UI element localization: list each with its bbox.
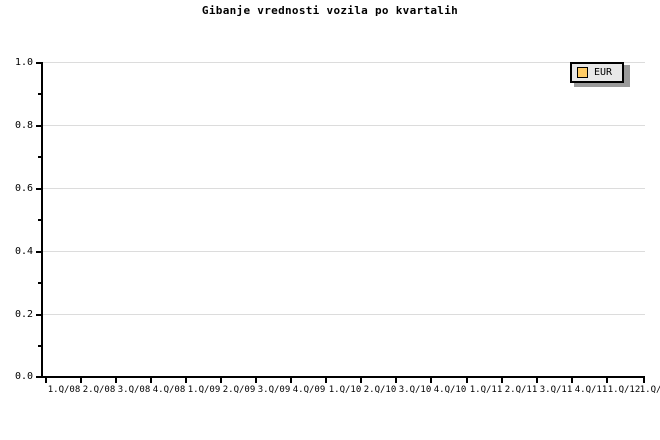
plot-area (41, 62, 645, 377)
gridline (41, 251, 645, 252)
x-axis-tick (220, 377, 222, 383)
y-axis-tick-label: 0.0 (14, 371, 33, 382)
gridline (41, 125, 645, 126)
x-axis-tick-label: 3.Q/10 (398, 385, 432, 395)
y-axis-tick-minor (38, 219, 43, 221)
gridline (41, 314, 645, 315)
x-axis-tick (643, 377, 645, 383)
y-axis-tick-major (36, 125, 43, 127)
x-axis-tick-label: 1.Q/12 (607, 385, 641, 395)
y-axis-tick-minor (38, 282, 43, 284)
x-axis-tick-label: 3.Q/09 (257, 385, 291, 395)
x-axis-tick (501, 377, 503, 383)
x-axis-tick (255, 377, 257, 383)
gridline (41, 62, 645, 63)
x-axis-tick (466, 377, 468, 383)
y-axis-tick-label: 0.6 (14, 183, 33, 194)
x-axis-tick (360, 377, 362, 383)
x-axis-tick (536, 377, 538, 383)
x-axis-tick (185, 377, 187, 383)
x-axis-tick (325, 377, 327, 383)
y-axis-tick-label: 0.8 (14, 120, 33, 131)
legend-swatch-eur (577, 67, 588, 78)
x-axis-tick (150, 377, 152, 383)
x-axis-tick-label: 2.Q/09 (222, 385, 256, 395)
y-axis-tick-major (36, 188, 43, 190)
y-axis-tick-minor (38, 93, 43, 95)
x-axis-tick-label: 2.Q/10 (363, 385, 397, 395)
x-axis-tick-label: 2.Q/08 (82, 385, 116, 395)
x-axis-tick-label: 1.Q/09 (187, 385, 221, 395)
x-axis-tick (80, 377, 82, 383)
y-axis-tick-major (36, 314, 43, 316)
x-axis-tick-label: 4.Q/11 (574, 385, 608, 395)
chart-legend[interactable]: EUR (570, 62, 624, 83)
y-axis-tick-major (36, 251, 43, 253)
x-axis-tick (290, 377, 292, 383)
x-axis-tick (606, 377, 608, 383)
y-axis-tick-label: 0.4 (14, 246, 33, 257)
x-axis-tick-label: 4.Q/10 (433, 385, 467, 395)
x-axis-tick (430, 377, 432, 383)
x-axis-tick-label: 3.Q/11 (539, 385, 573, 395)
legend-label-eur: EUR (594, 66, 613, 78)
y-axis-tick-major (36, 376, 43, 378)
y-axis-tick-major (36, 62, 43, 64)
x-axis-line (41, 376, 645, 378)
x-axis-tick-label: 1.Q/12 (639, 385, 660, 395)
x-axis-tick-label: 4.Q/09 (292, 385, 326, 395)
chart-title: Gibanje vrednosti vozila po kvartalih (201, 4, 459, 17)
x-axis-tick (571, 377, 573, 383)
x-axis-tick-label: 2.Q/11 (504, 385, 538, 395)
y-axis-tick-minor (38, 156, 43, 158)
y-axis-tick-label: 1.0 (14, 57, 33, 68)
gridline (41, 188, 645, 189)
x-axis-tick-label: 4.Q/08 (152, 385, 186, 395)
x-axis-tick-label: 1.Q/11 (469, 385, 503, 395)
y-axis-tick-label: 0.2 (14, 309, 33, 320)
x-axis-tick (115, 377, 117, 383)
y-axis-tick-minor (38, 345, 43, 347)
x-axis-tick-label: 3.Q/08 (117, 385, 151, 395)
x-axis-tick (395, 377, 397, 383)
x-axis-tick-label: 1.Q/10 (328, 385, 362, 395)
x-axis-tick (45, 377, 47, 383)
x-axis-tick-label: 1.Q/08 (47, 385, 81, 395)
